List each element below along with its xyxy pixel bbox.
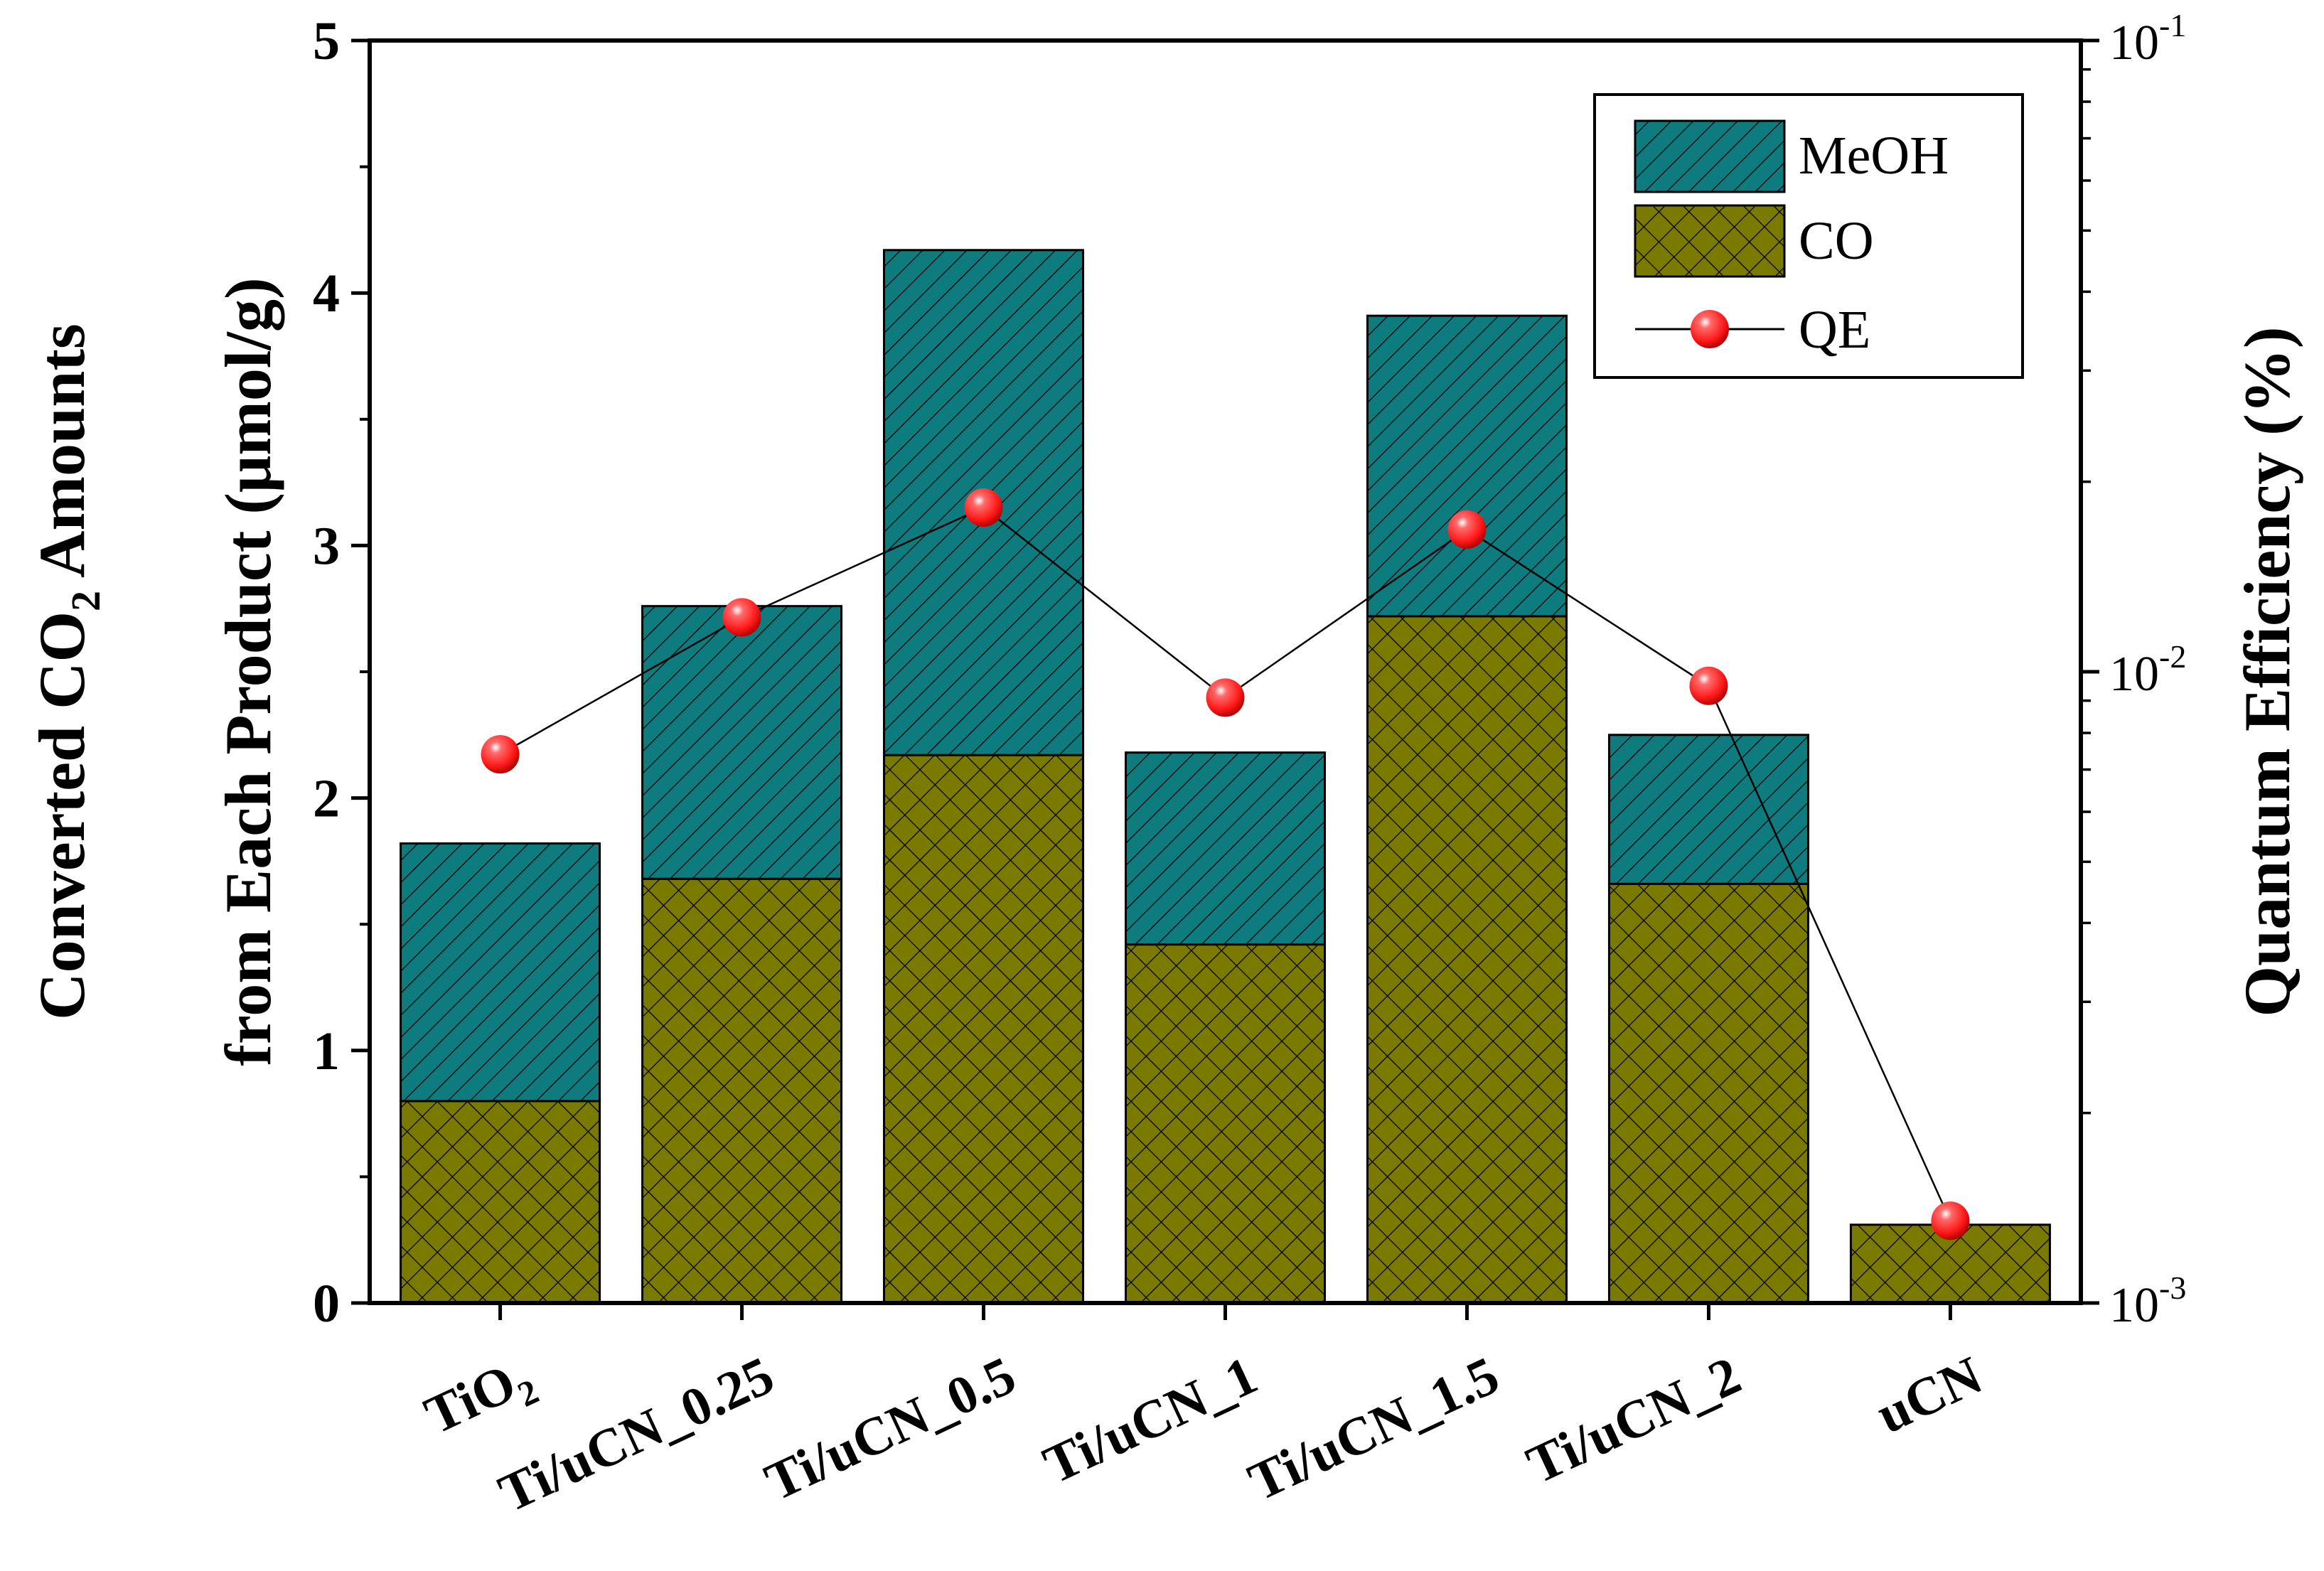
x-tick-label-main: TiO <box>416 1353 525 1446</box>
bar-meoh-3 <box>1125 751 1326 946</box>
legend-label-meoh: MeOH <box>1799 126 1949 186</box>
legend-label-qe: QE <box>1799 300 1870 360</box>
right-tick-label--2: 10-2 <box>2109 638 2186 702</box>
bar-meoh-5 <box>1607 734 1809 885</box>
right-tick-label--3: 10-3 <box>2109 1270 2186 1333</box>
y-axis-label-line1-subscript: 2 <box>63 591 109 611</box>
right-tick-base: 10 <box>2109 16 2159 70</box>
bar-co-4 <box>1366 615 1568 1304</box>
legend-swatch-co <box>1634 204 1786 278</box>
left-tick-label-2: 2 <box>313 769 340 829</box>
x-tick-label-6: uCN <box>1868 1345 1991 1444</box>
qe-series-layer <box>481 488 1970 1240</box>
y-axis-label-line2: from Each Product (μmol/g) <box>212 277 284 1066</box>
x-tick-label-main: Ti/uCN_1 <box>1035 1345 1266 1495</box>
bar-co-3 <box>1125 943 1326 1304</box>
y-axis-label-line1-suffix: Amounts <box>26 323 98 591</box>
qe-point-4 <box>1447 510 1487 549</box>
bar-co-1 <box>641 877 843 1304</box>
x-tick-label-main: Ti/uCN_0.5 <box>756 1345 1024 1512</box>
x-tick-label-2: Ti/uCN_0.5 <box>756 1345 1024 1512</box>
qe-point-1 <box>722 598 761 637</box>
qe-point-6 <box>1931 1201 1970 1240</box>
x-tick-label-main: Ti/uCN_2 <box>1518 1345 1749 1495</box>
qe-point-0 <box>481 735 520 774</box>
right-y-axis: 10-310-210-1 <box>2081 7 2186 1333</box>
bar-meoh-4 <box>1366 314 1568 618</box>
x-tick-label-main: Ti/uCN_0.25 <box>490 1345 782 1523</box>
x-tick-label-5: Ti/uCN_2 <box>1518 1345 1749 1495</box>
bar-co-0 <box>400 1100 601 1304</box>
right-y-axis-label: Quantum Efficiency (%) <box>2231 326 2303 1017</box>
right-tick-base: 10 <box>2109 647 2159 702</box>
legend-label-co: CO <box>1799 211 1874 271</box>
x-tick-label-1: Ti/uCN_0.25 <box>490 1345 782 1523</box>
bar-meoh-1 <box>641 605 843 880</box>
left-tick-label-5: 5 <box>313 11 340 71</box>
right-tick-exponent: -1 <box>2159 7 2186 43</box>
left-tick-label-4: 4 <box>313 264 340 323</box>
qe-point-5 <box>1689 666 1728 705</box>
y-axis-label-line1-prefix: Converted CO <box>26 611 98 1020</box>
x-tick-label-4: Ti/uCN_1.5 <box>1240 1345 1508 1512</box>
left-tick-label-3: 3 <box>313 516 340 576</box>
left-tick-label-1: 1 <box>313 1022 340 1081</box>
right-tick-label--1: 10-1 <box>2109 7 2186 70</box>
bar-layer <box>400 249 2051 1304</box>
legend-marker-qe <box>1691 310 1729 348</box>
bar-co-2 <box>883 754 1085 1304</box>
x-tick-label-0: TiO2 <box>416 1345 545 1453</box>
right-tick-exponent: -3 <box>2159 1270 2186 1306</box>
right-tick-base: 10 <box>2109 1278 2159 1333</box>
x-tick-label-main: Ti/uCN_1.5 <box>1240 1345 1508 1512</box>
qe-point-3 <box>1206 678 1245 717</box>
legend: MeOH CO QE <box>1593 93 2024 379</box>
left-tick-label-0: 0 <box>313 1274 340 1334</box>
left-y-axis: 0 1 2 3 4 5 <box>313 11 370 1334</box>
legend-swatch-meoh <box>1634 119 1786 193</box>
x-tick-label-3: Ti/uCN_1 <box>1035 1345 1266 1495</box>
bar-meoh-0 <box>400 842 601 1103</box>
qe-point-2 <box>964 488 1003 527</box>
bar-co-5 <box>1607 882 1809 1304</box>
y-axis-label-line1: Converted CO2 Amounts <box>26 323 109 1020</box>
x-tick-label-main: uCN <box>1868 1345 1991 1444</box>
right-tick-exponent: -2 <box>2159 638 2186 675</box>
